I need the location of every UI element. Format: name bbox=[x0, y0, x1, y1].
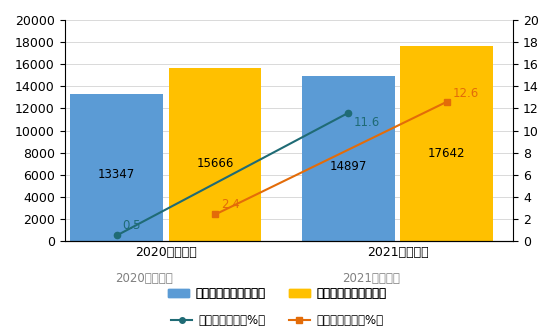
Bar bbox=[70, 94, 163, 241]
Text: 12.6: 12.6 bbox=[453, 87, 479, 100]
Text: 14897: 14897 bbox=[330, 160, 367, 173]
Text: 17642: 17642 bbox=[428, 147, 465, 160]
Text: 0.5: 0.5 bbox=[122, 219, 141, 232]
Legend: 中位数增长率（%）, 平均数增长率（%）: 中位数增长率（%）, 平均数增长率（%） bbox=[166, 309, 388, 331]
Text: 2020年上半年: 2020年上半年 bbox=[115, 273, 173, 285]
Text: 11.6: 11.6 bbox=[354, 116, 381, 129]
Legend: 中位数绝对水平（元）, 平均数绝对水平（元）: 中位数绝对水平（元）, 平均数绝对水平（元） bbox=[163, 282, 391, 305]
Text: 2.4: 2.4 bbox=[221, 198, 240, 211]
Bar bbox=[401, 46, 493, 241]
Text: 13347: 13347 bbox=[98, 168, 135, 181]
Text: 2021年上半年: 2021年上半年 bbox=[342, 273, 400, 285]
Bar bbox=[302, 76, 394, 241]
Text: 15666: 15666 bbox=[197, 157, 234, 170]
Bar bbox=[169, 68, 261, 241]
